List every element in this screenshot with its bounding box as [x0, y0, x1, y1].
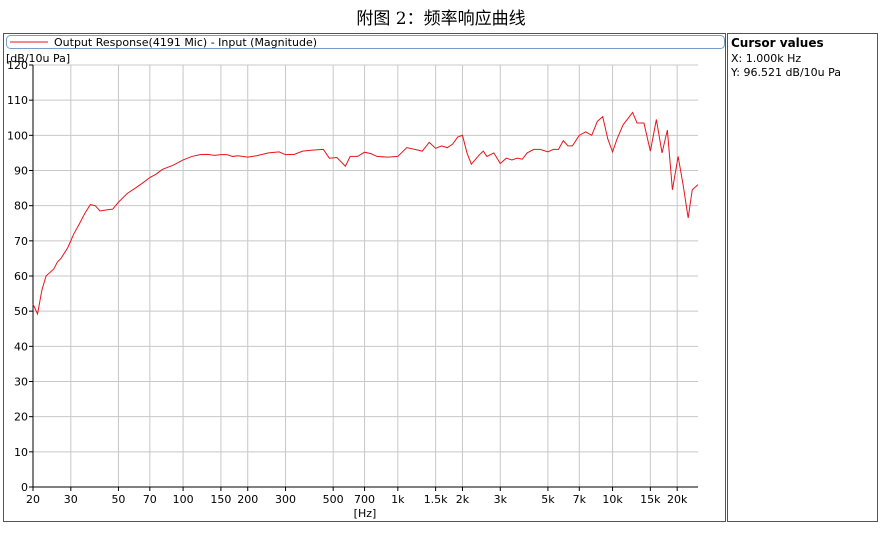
x-tick-label: 3k [494, 493, 508, 506]
legend-bar [6, 35, 725, 49]
x-tick-label: 20k [667, 493, 688, 506]
y-tick-label: 100 [7, 129, 28, 142]
x-tick-label: 5k [541, 493, 555, 506]
y-unit-label: [dB/10u Pa] [6, 52, 70, 65]
y-tick-label: 10 [14, 446, 28, 459]
x-tick-label: 10k [602, 493, 623, 506]
x-tick-label: 700 [354, 493, 375, 506]
x-tick-label: 200 [237, 493, 258, 506]
x-tick-label: 50 [111, 493, 125, 506]
x-tick-label: 30 [64, 493, 78, 506]
x-tick-label: 1.5k [424, 493, 448, 506]
x-tick-label: 150 [210, 493, 231, 506]
x-tick-label: 1k [391, 493, 405, 506]
x-tick-label: 20 [26, 493, 40, 506]
y-tick-label: 60 [14, 270, 28, 283]
cursor-x: X: 1.000k Hz [731, 52, 801, 65]
plot: 0 10 20 30 40 50 60 70 80 90 100 110 120 20 30 50 70 100 1… [7, 59, 699, 506]
cursor-title: Cursor values [731, 36, 824, 50]
y-tick-label: 70 [14, 235, 28, 248]
legend-label: Output Response(4191 Mic) - Input (Magni… [54, 36, 317, 49]
y-tick-label: 90 [14, 165, 28, 178]
x-axis-label: [Hz] [354, 507, 377, 520]
cursor-y: Y: 96.521 dB/10u Pa [730, 66, 841, 79]
y-tick-label: 0 [21, 481, 28, 494]
x-tick-label: 100 [173, 493, 194, 506]
x-tick-label: 15k [640, 493, 661, 506]
page-title: 附图 2：频率响应曲线 [356, 9, 525, 29]
y-tick-label: 120 [7, 59, 28, 72]
y-tick-label: 50 [14, 305, 28, 318]
x-tick-label: 500 [323, 493, 344, 506]
y-tick-label: 80 [14, 200, 28, 213]
x-tick-label: 7k [573, 493, 587, 506]
chart-frame [3, 33, 726, 522]
y-tick-label: 40 [14, 340, 28, 353]
x-tick-label: 300 [275, 493, 296, 506]
y-tick-label: 30 [14, 376, 28, 389]
y-tick-label: 20 [14, 411, 28, 424]
y-tick-label: 110 [7, 94, 28, 107]
x-tick-label: 2k [456, 493, 470, 506]
x-tick-label: 70 [143, 493, 157, 506]
cursor-panel [727, 33, 878, 522]
data-line [32, 111, 699, 316]
